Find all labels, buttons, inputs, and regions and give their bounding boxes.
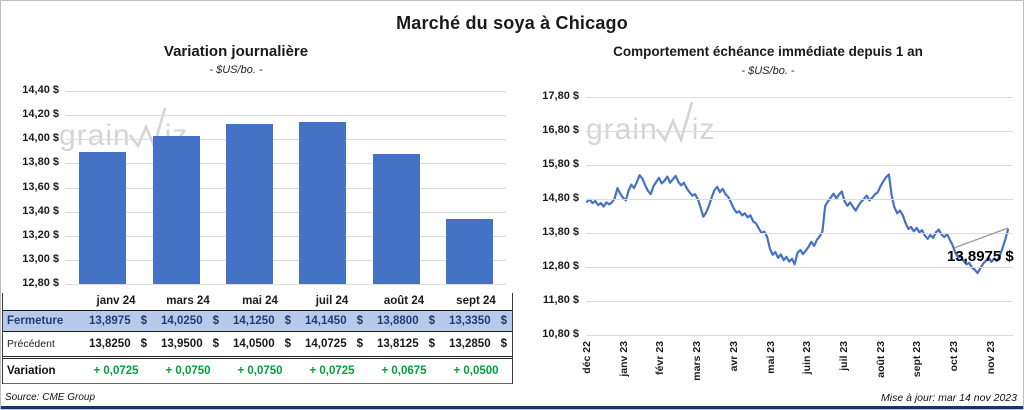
gridline <box>66 259 506 261</box>
x-tick-label: janv 23 <box>617 341 630 377</box>
price-table: janv 24 mars 24 mai 24 juil 24 août 24 sept 2… <box>2 293 513 384</box>
table-value-cell: + 0,0725 <box>296 359 368 384</box>
table-value-cell: 14,0725 $ <box>296 332 368 359</box>
x-tick-label: déc 22 <box>581 341 593 374</box>
gridline <box>586 233 1013 234</box>
table-value-cell: 13,8250 $ <box>80 332 152 359</box>
y-tick-label: 13,80 $ <box>542 226 579 238</box>
table-value-cell: + 0,0725 <box>80 359 152 384</box>
table-header-cell: janv 24 <box>96 295 136 307</box>
table-header-cell: août 24 <box>383 295 425 307</box>
gridline <box>66 284 506 285</box>
y-tick-label: 14,00 $ <box>22 132 59 145</box>
page-title: Marché du soya à Chicago <box>396 13 628 33</box>
bar-juil 24 <box>299 121 347 284</box>
gridline <box>66 139 506 141</box>
x-tick-label: mars 23 <box>691 341 704 381</box>
y-tick-label: 14,80 $ <box>542 192 579 204</box>
table-header-cell: juil 24 <box>315 295 349 307</box>
gridline <box>66 235 506 237</box>
bar-janv 24 <box>79 151 127 284</box>
y-tick-label: 13,00 $ <box>22 252 59 265</box>
gridline <box>66 163 506 165</box>
y-tick-label: 16,80 $ <box>542 124 579 136</box>
y-tick-label: 17,80 $ <box>542 90 579 102</box>
y-tick-label: 13,40 $ <box>22 204 59 217</box>
bar-mai 24 <box>225 124 273 284</box>
table-value-cell: + 0,0750 <box>224 359 296 384</box>
y-tick-label: 10,80 $ <box>542 328 579 340</box>
bottom-accent-bar <box>1 406 1023 409</box>
y-tick-label: 13,60 $ <box>22 180 59 193</box>
table-value-cell: 13,9500 $ <box>152 332 224 359</box>
y-tick-label: 14,20 $ <box>22 108 59 121</box>
line-chart-plot-area <box>586 97 1013 336</box>
table-value-cell: 13,3350 $ <box>440 310 512 332</box>
gridline <box>586 335 1013 336</box>
source-note: Source: CME Group <box>5 392 96 403</box>
gridline <box>586 131 1013 132</box>
gridline <box>586 165 1013 166</box>
gridline <box>586 267 1013 268</box>
table-value-cell: + 0,0500 <box>440 359 512 384</box>
table-row-label: Variation <box>3 359 80 384</box>
table-row-label: Précédent <box>3 332 80 359</box>
line-chart-subtitle: - $US/bo. - <box>741 65 795 77</box>
line-chart-title: Comportement échéance immédiate depuis 1… <box>613 44 923 59</box>
table-header-cell: sept 24 <box>456 295 496 307</box>
table-value-cell: 14,1250 $ <box>224 310 296 332</box>
table-value-cell: 14,0250 $ <box>152 310 224 332</box>
table-value-cell: 14,0500 $ <box>224 332 296 359</box>
table-row-label: Fermeture <box>3 310 80 332</box>
table-header-cell: mai 24 <box>242 295 278 307</box>
y-tick-label: 13,20 $ <box>22 228 59 241</box>
table-value-cell: 13,8800 $ <box>368 310 440 332</box>
bar-chart-title: Variation journalière <box>163 43 309 60</box>
update-note: Mise à jour: mar 14 nov 2023 <box>881 392 1017 404</box>
x-tick-label: févr 23 <box>654 341 667 375</box>
last-price-annotation: 13,8975 $ <box>947 248 1014 265</box>
x-tick-label: mai 23 <box>764 341 777 374</box>
x-tick-label: nov 23 <box>984 341 997 375</box>
bar-chart-plot-area <box>66 91 506 285</box>
gridline <box>66 115 506 117</box>
table-value-cell: 13,8975 $ <box>80 310 152 332</box>
x-tick-label: juil 23 <box>837 341 850 371</box>
table-corner-cell <box>3 293 80 310</box>
price-line-series <box>586 173 1010 275</box>
x-tick-label: sept 23 <box>911 341 924 378</box>
table-value-cell: + 0,0675 <box>368 359 440 384</box>
x-tick-label: avr 23 <box>727 341 740 372</box>
gridline <box>66 91 506 92</box>
table-header-cell: mars 24 <box>166 295 210 307</box>
y-tick-label: 12,80 $ <box>542 260 579 272</box>
table-value-cell: 14,1450 $ <box>296 310 368 332</box>
x-tick-label: juin 23 <box>801 341 814 375</box>
gridline <box>66 187 506 189</box>
y-tick-label: 15,80 $ <box>542 158 579 170</box>
bar-sept 24 <box>445 219 493 284</box>
table-value-cell: + 0,0750 <box>152 359 224 384</box>
y-tick-label: 13,80 $ <box>22 156 59 169</box>
y-tick-label: 12,80 $ <box>22 277 59 289</box>
x-tick-label: août 23 <box>874 341 887 378</box>
bar-chart-subtitle: - $US/bo. - <box>209 64 263 76</box>
x-tick-label: oct 23 <box>948 341 960 372</box>
bar-mars 24 <box>152 136 200 284</box>
y-tick-label: 14,40 $ <box>22 84 59 96</box>
table-value-cell: 13,8125 $ <box>368 332 440 359</box>
bar-août 24 <box>372 153 420 284</box>
gridline <box>586 199 1013 200</box>
gridline <box>586 97 1013 98</box>
gridline <box>66 211 506 213</box>
gridline <box>586 301 1013 302</box>
annotation-leader-line <box>953 227 1009 249</box>
table-value-cell: 13,2850 $ <box>440 332 512 359</box>
y-tick-label: 11,80 $ <box>542 294 579 306</box>
